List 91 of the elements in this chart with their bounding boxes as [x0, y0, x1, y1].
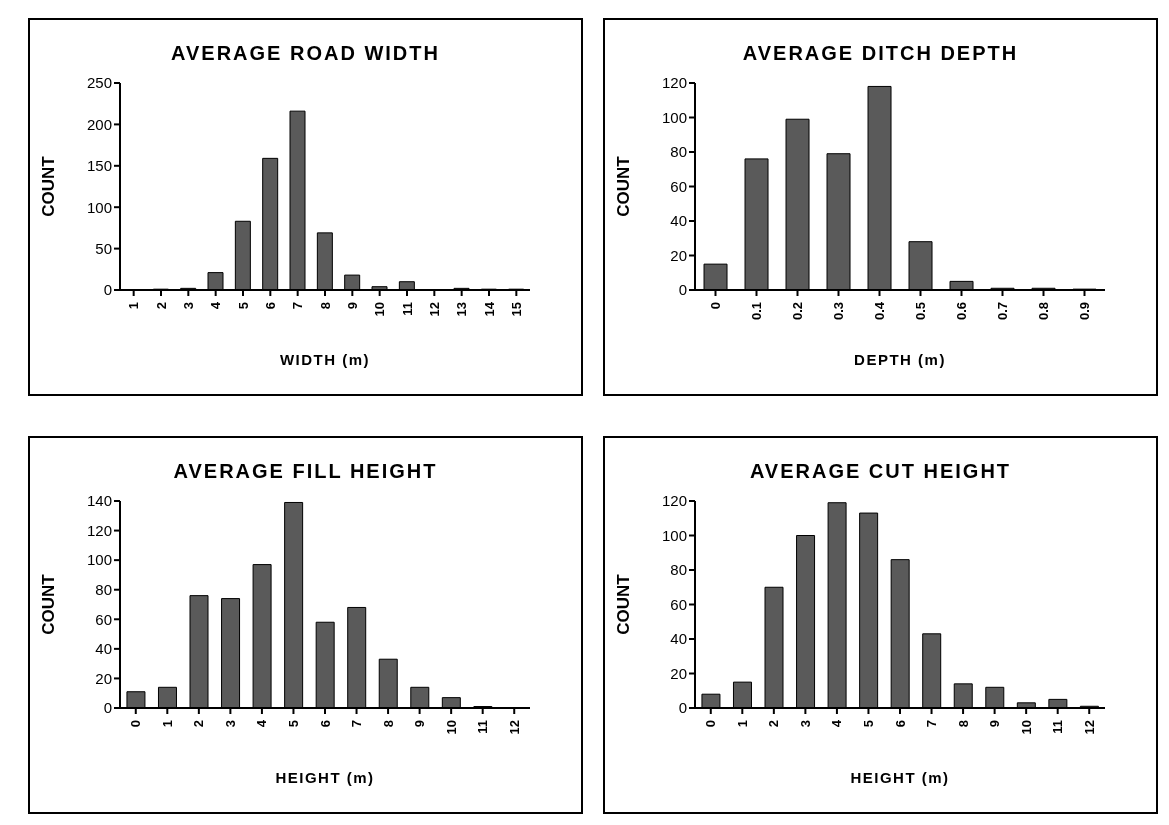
x-tick-label: 12 — [506, 720, 522, 735]
x-tick-label: 0.9 — [1077, 302, 1092, 321]
x-tick-label: 8 — [380, 720, 396, 728]
y-tick-label: 120 — [86, 521, 112, 539]
x-tick-label: 12 — [426, 302, 442, 317]
y-tick-label: 0 — [678, 699, 687, 717]
x-tick-label: 0.2 — [790, 302, 805, 321]
x-tick-label: 11 — [1050, 720, 1066, 734]
x-tick-label: 1 — [734, 720, 750, 728]
x-tick-label: 3 — [222, 720, 238, 728]
y-tick-label: 0 — [678, 281, 687, 299]
x-tick-label: 12 — [1081, 720, 1097, 735]
y-tick-label: 20 — [670, 664, 687, 682]
x-tick-label: 11 — [475, 720, 491, 734]
y-axis-title: COUNT — [39, 155, 59, 217]
x-tick-label: 9 — [344, 302, 360, 310]
x-tick-label: 0 — [703, 720, 719, 728]
x-tick-label: 2 — [153, 302, 169, 310]
x-tick-label: 5 — [235, 302, 251, 310]
y-tick-label: 100 — [86, 198, 112, 216]
y-tick-label: 40 — [670, 630, 687, 648]
x-tick-label: 7 — [924, 720, 940, 728]
chart-title: AVERAGE ROAD WIDTH — [170, 42, 441, 65]
y-tick-label: 80 — [670, 561, 687, 579]
chart-title: AVERAGE FILL HEIGHT — [172, 460, 439, 483]
x-tick-label: 2 — [766, 720, 782, 728]
y-tick-label: 50 — [95, 239, 112, 257]
x-tick-label: 0.1 — [749, 302, 764, 321]
x-tick-label: 4 — [829, 719, 845, 728]
y-tick-label: 60 — [670, 595, 687, 613]
y-axis-title: COUNT — [614, 155, 634, 217]
x-axis-title: HEIGHT (m) — [275, 769, 375, 786]
x-tick-label: 0.6 — [954, 302, 969, 321]
x-tick-label: 10 — [443, 720, 459, 735]
x-tick-label: 5 — [285, 720, 301, 728]
x-tick-label: 9 — [987, 720, 1003, 728]
x-axis-title: HEIGHT (m) — [850, 769, 950, 786]
y-tick-label: 80 — [670, 143, 687, 161]
x-tick-label: 8 — [317, 302, 333, 310]
x-tick-label: 0.4 — [872, 301, 887, 321]
y-tick-label: 200 — [86, 115, 112, 133]
y-tick-label: 150 — [86, 157, 112, 175]
x-tick-label: 0.5 — [913, 302, 928, 321]
x-tick-label: 7 — [290, 302, 306, 310]
y-tick-label: 0 — [103, 699, 112, 717]
x-tick-label: 6 — [892, 720, 908, 728]
x-axis-title: DEPTH (m) — [854, 351, 946, 368]
x-tick-label: 14 — [481, 301, 497, 317]
y-tick-label: 140 — [86, 492, 112, 510]
chart-title: AVERAGE CUT HEIGHT — [748, 460, 1013, 483]
y-axis-title: COUNT — [614, 573, 634, 635]
y-tick-label: 60 — [95, 610, 112, 628]
x-tick-label: 3 — [180, 302, 196, 310]
x-tick-label: 0.8 — [1036, 302, 1051, 321]
x-tick-label: 1 — [126, 302, 142, 310]
x-tick-label: 13 — [454, 302, 470, 317]
y-tick-label: 250 — [86, 74, 112, 92]
chart-title: AVERAGE DITCH DEPTH — [741, 42, 1020, 65]
x-tick-label: 3 — [797, 720, 813, 728]
y-tick-label: 20 — [95, 669, 112, 687]
x-tick-label: 10 — [372, 302, 388, 317]
x-tick-label: 4 — [254, 719, 270, 728]
y-tick-label: 100 — [661, 108, 687, 126]
y-tick-label: 40 — [95, 640, 112, 658]
x-tick-label: 0 — [708, 302, 723, 310]
x-axis-title: WIDTH (m) — [279, 351, 371, 368]
x-tick-label: 0.7 — [995, 302, 1010, 321]
y-tick-label: 0 — [103, 281, 112, 299]
y-tick-label: 80 — [95, 581, 112, 599]
y-tick-label: 20 — [670, 246, 687, 264]
x-tick-label: 11 — [399, 302, 415, 316]
y-tick-label: 100 — [661, 526, 687, 544]
x-tick-label: 1 — [159, 720, 175, 728]
x-tick-label: 6 — [317, 720, 333, 728]
x-tick-label: 2 — [191, 720, 207, 728]
x-tick-label: 10 — [1018, 720, 1034, 735]
x-tick-label: 4 — [208, 301, 224, 310]
y-tick-label: 120 — [661, 74, 687, 92]
x-tick-label: 0.3 — [831, 302, 846, 321]
x-tick-label: 6 — [262, 302, 278, 310]
y-axis-title: COUNT — [39, 573, 59, 635]
x-tick-label: 9 — [412, 720, 428, 728]
x-tick-label: 8 — [955, 720, 971, 728]
y-tick-label: 40 — [670, 212, 687, 230]
x-tick-label: 7 — [349, 720, 365, 728]
y-tick-label: 100 — [86, 551, 112, 569]
x-tick-label: 15 — [508, 302, 524, 317]
x-tick-label: 5 — [860, 720, 876, 728]
y-tick-label: 60 — [670, 177, 687, 195]
x-tick-label: 0 — [128, 720, 144, 728]
y-tick-label: 120 — [661, 492, 687, 510]
